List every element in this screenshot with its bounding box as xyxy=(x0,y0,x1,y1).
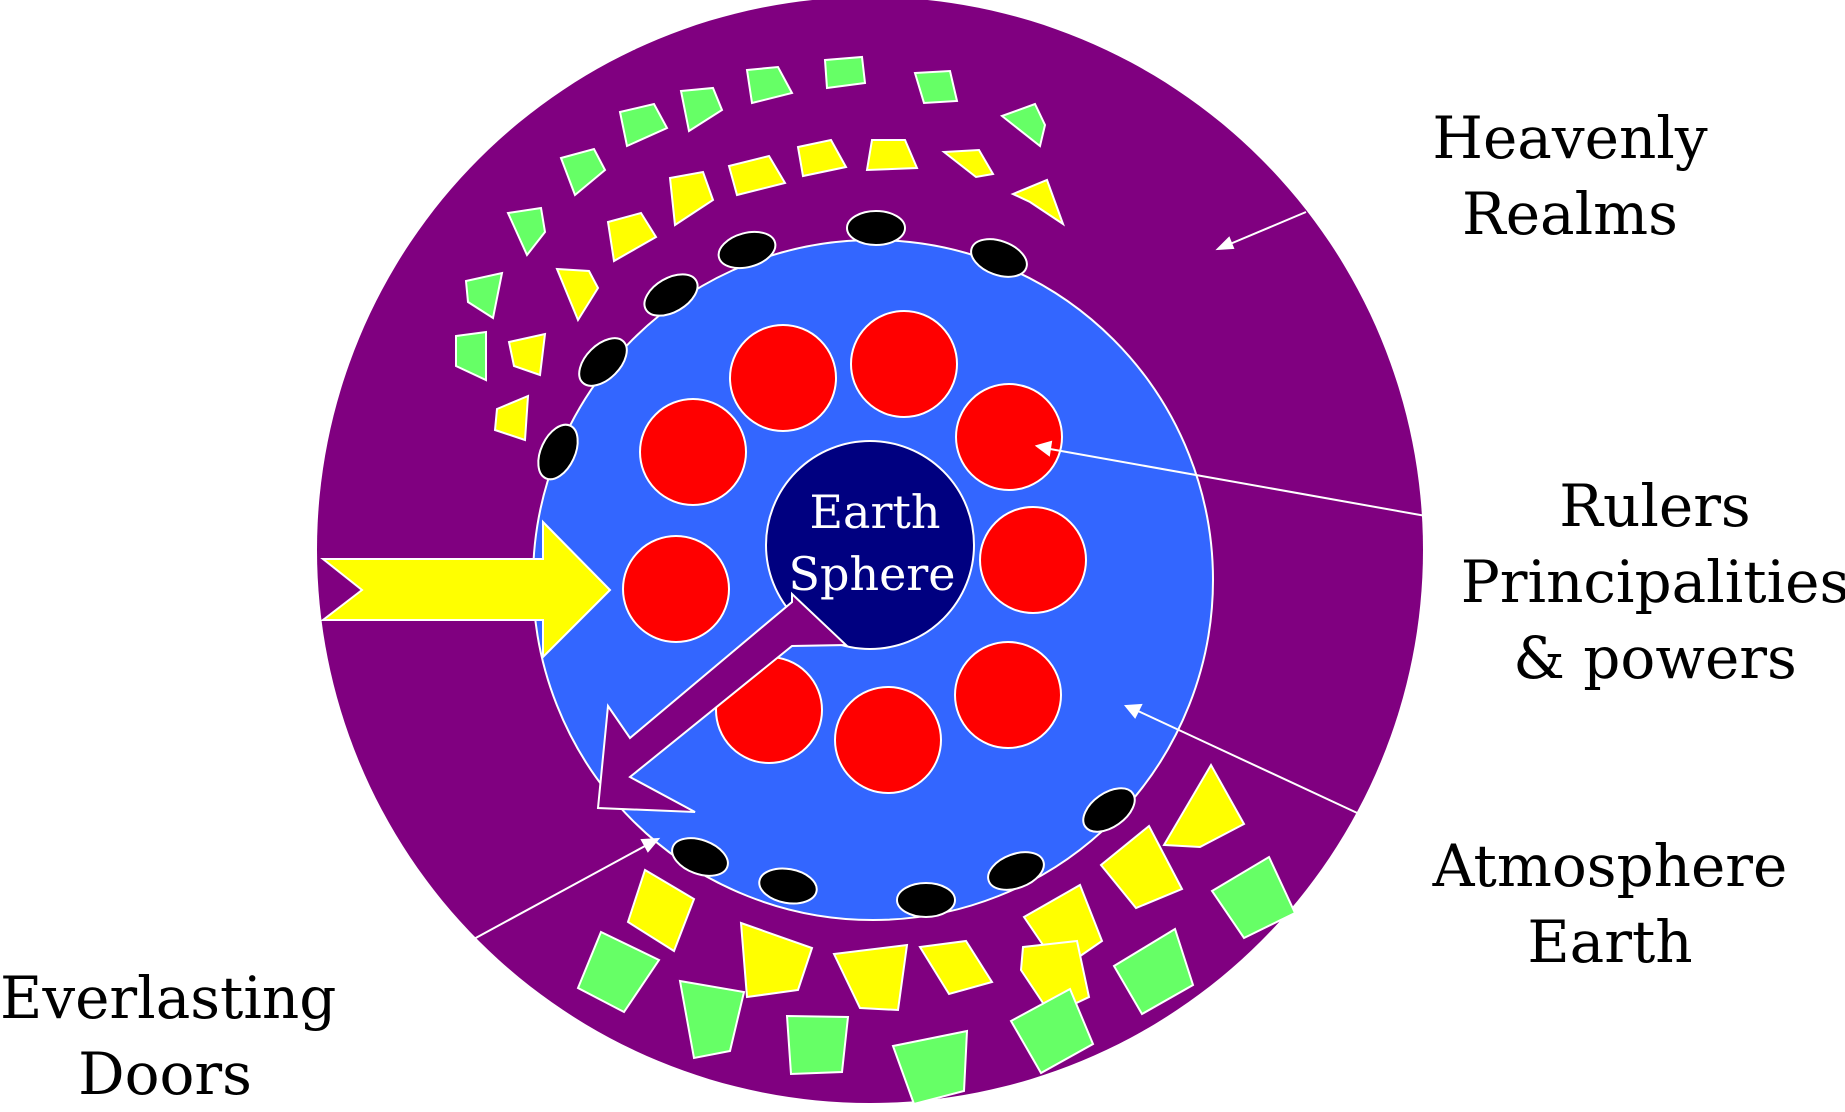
door-ellipse xyxy=(987,851,1045,891)
atmosphere-earth-label-line1: Atmosphere xyxy=(1432,832,1788,900)
angel-shape xyxy=(941,148,995,179)
rulers-group xyxy=(622,310,1087,794)
angel-shape xyxy=(1112,927,1195,1016)
heavenly-pointer-line xyxy=(1229,211,1307,245)
rulers-pointer-line xyxy=(1049,448,1427,517)
door-ellipse xyxy=(758,867,818,905)
angel-shape xyxy=(1162,762,1246,849)
everlasting-doors-label: Everlasting Doors xyxy=(0,960,337,1112)
angel-shape xyxy=(559,147,607,197)
rulers-label-line3: & powers xyxy=(1513,624,1797,692)
angel-shape xyxy=(1010,178,1065,227)
angels-green-lower xyxy=(576,855,1297,1106)
angel-shape xyxy=(1009,987,1095,1075)
ruler-circle xyxy=(639,398,747,506)
angel-shape xyxy=(626,868,696,953)
door-ellipse xyxy=(846,210,906,246)
rulers-label: Rulers Principalities & powers xyxy=(1460,468,1845,696)
angel-shape xyxy=(555,267,600,323)
door-ellipse xyxy=(537,423,579,481)
angel-shape xyxy=(668,170,715,227)
everlasting-pointer-head xyxy=(640,837,661,853)
rulers-pointer-head xyxy=(1034,440,1053,457)
yellow-entry-arrow xyxy=(320,519,612,660)
angel-shape xyxy=(727,154,787,197)
angel-shape xyxy=(999,102,1047,148)
door-ellipse xyxy=(896,882,956,918)
angel-shape xyxy=(865,139,919,172)
door-ellipse xyxy=(643,273,699,317)
angel-shape xyxy=(576,930,661,1014)
angel-shape xyxy=(918,939,994,996)
everlasting-pointer-line xyxy=(471,845,646,941)
angel-shape xyxy=(678,979,746,1060)
door-ellipse xyxy=(970,238,1028,278)
angel-shape xyxy=(891,1029,969,1106)
earth-sphere-label-line2: Sphere xyxy=(788,547,955,601)
everlasting-doors-label-line1: Everlasting xyxy=(0,964,337,1032)
angel-shape xyxy=(455,330,487,382)
angels-green-upper xyxy=(455,55,1047,382)
ruler-circle xyxy=(955,383,1063,491)
angel-shape xyxy=(506,206,547,257)
angel-shape xyxy=(1099,824,1184,910)
ruler-circle xyxy=(834,686,942,794)
ruler-circle xyxy=(954,641,1062,749)
atmosphere-earth-label-line2: Earth xyxy=(1527,908,1693,976)
angel-shape xyxy=(739,921,814,999)
everlasting-doors-group xyxy=(537,210,1136,918)
angel-shape xyxy=(1210,855,1297,940)
angel-shape xyxy=(618,102,669,148)
ruler-circle xyxy=(729,324,837,432)
heavenly-pointer-head xyxy=(1215,236,1235,251)
angels-yellow-upper xyxy=(493,138,1065,442)
door-ellipse xyxy=(717,230,777,270)
rulers-label-line2: Principalities xyxy=(1460,548,1845,616)
angel-shape xyxy=(679,86,724,133)
atmosphere-pointer-line xyxy=(1137,710,1369,819)
angel-shape xyxy=(823,55,867,90)
angel-shape xyxy=(464,271,504,320)
heavenly-realms-label-line1: Heavenly xyxy=(1432,104,1708,172)
atmosphere-pointer-head xyxy=(1123,703,1143,719)
angel-shape xyxy=(493,394,530,442)
ruler-circle xyxy=(850,310,958,418)
heavenly-realms-label: Heavenly Realms xyxy=(1390,100,1750,252)
earth-sphere xyxy=(765,440,975,650)
door-ellipse xyxy=(1082,787,1136,833)
angels-yellow-lower xyxy=(626,762,1246,1017)
angel-shape xyxy=(796,138,848,178)
angel-shape xyxy=(745,65,794,105)
purple-descending-arrow xyxy=(596,591,849,813)
atmosphere-earth-label: Atmosphere Earth xyxy=(1420,828,1800,980)
label-pointers xyxy=(471,211,1427,941)
door-ellipse xyxy=(671,837,729,877)
ruler-circle xyxy=(979,506,1087,614)
earth-sphere-label-line1: Earth xyxy=(809,485,940,539)
heavenly-realms-label-line2: Realms xyxy=(1462,180,1678,248)
everlasting-doors-label-line2: Doors xyxy=(78,1040,252,1108)
ruler-circle xyxy=(622,535,730,643)
door-ellipse xyxy=(578,337,628,387)
angel-shape xyxy=(785,1014,850,1076)
angel-shape xyxy=(832,943,909,1012)
rulers-label-line1: Rulers xyxy=(1559,472,1751,540)
angel-shape xyxy=(507,332,547,377)
angel-shape xyxy=(606,211,658,263)
angel-shape xyxy=(913,69,959,105)
